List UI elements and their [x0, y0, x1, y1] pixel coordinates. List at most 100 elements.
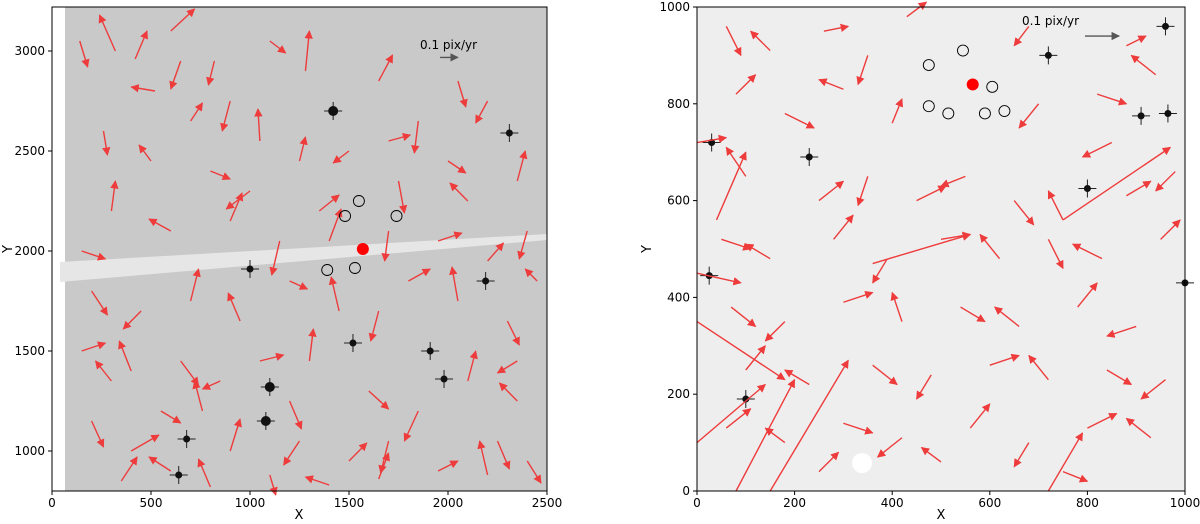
left-image-blank-edge — [52, 7, 65, 491]
bright-star — [800, 148, 819, 167]
circled-source — [390, 210, 403, 222]
proper-motion-vector — [1047, 239, 1064, 270]
circled-source — [321, 264, 334, 276]
proper-motion-vector — [745, 345, 766, 371]
proper-motion-vector — [318, 194, 340, 212]
left-chart-panel: 0.1 pix/yr 0 500 1000 1500 2000 2500 1000 1500… — [1, 6, 562, 523]
proper-motion-vector — [1130, 54, 1157, 76]
proper-motion-vector — [304, 30, 313, 72]
right-y-axis: 0 200 400 600 800 1000 — [659, 0, 697, 498]
proper-motion-vector — [1028, 354, 1049, 381]
proper-motion-vector — [457, 80, 468, 108]
proper-motion-vector — [1106, 325, 1137, 338]
x-tick-label: 800 — [1076, 496, 1099, 510]
proper-motion-vector — [283, 440, 301, 466]
proper-motion-vector — [725, 146, 747, 177]
proper-motion-vector — [388, 132, 412, 142]
x-tick-label: 200 — [783, 496, 806, 510]
y-tick-label: 1000 — [14, 444, 45, 458]
x-tick-label: 1000 — [1170, 496, 1200, 510]
y-tick-label: 2500 — [14, 144, 45, 158]
left-scale-label: 0.1 pix/yr — [420, 38, 477, 52]
proper-motion-vector — [960, 306, 986, 323]
proper-motion-vector — [784, 112, 815, 129]
proper-motion-vector — [916, 185, 947, 202]
proper-motion-vector — [160, 410, 182, 424]
proper-motion-vector — [696, 383, 766, 444]
right-plot-frame — [696, 6, 1186, 492]
y-tick-label: 600 — [667, 194, 690, 208]
proper-motion-vector — [715, 151, 747, 221]
right-circle-layer — [922, 44, 1011, 120]
right-x-axis: 0 200 400 600 800 1000 — [693, 491, 1200, 510]
proper-motion-vector — [1125, 417, 1152, 439]
proper-motion-vector — [308, 328, 317, 362]
proper-motion-vector — [906, 1, 928, 18]
circled-source — [922, 100, 935, 113]
proper-motion-vector — [696, 321, 786, 381]
proper-motion-vector — [1160, 219, 1181, 240]
proper-motion-vector — [750, 30, 771, 52]
proper-motion-vector — [856, 55, 869, 86]
proper-motion-vector — [1106, 369, 1133, 386]
proper-motion-vector — [725, 26, 742, 57]
proper-motion-vector — [1013, 200, 1035, 226]
proper-motion-vector — [916, 374, 932, 400]
proper-motion-vector — [437, 460, 459, 472]
proper-motion-vector — [1126, 180, 1152, 197]
left-image-gap-band — [60, 234, 547, 282]
left-x-axis: 0 500 1000 1500 2000 2500 — [48, 491, 562, 510]
circled-source — [998, 105, 1011, 118]
proper-motion-vector — [397, 180, 408, 214]
proper-motion-vector — [940, 175, 966, 188]
proper-motion-vector — [818, 451, 840, 473]
proper-motion-vector — [526, 460, 542, 484]
proper-motion-vector — [192, 380, 204, 412]
proper-motion-vector — [170, 8, 196, 32]
proper-motion-vector — [269, 474, 278, 496]
x-tick-label: 0 — [48, 496, 56, 510]
left-scale-bar: 0.1 pix/yr — [420, 38, 477, 62]
right-plot-area — [697, 7, 1185, 491]
proper-motion-vector — [148, 218, 172, 232]
proper-motion-vector — [328, 276, 340, 312]
proper-motion-vector — [725, 408, 752, 429]
proper-motion-vector — [81, 250, 107, 261]
circled-source — [978, 107, 991, 120]
left-x-axis-label: X — [295, 508, 304, 523]
proper-motion-vector — [856, 176, 869, 207]
proper-motion-vector — [289, 280, 309, 290]
proper-motion-vector — [229, 418, 242, 452]
circled-source — [922, 59, 935, 72]
proper-motion-vector — [134, 30, 148, 60]
proper-motion-vector — [843, 422, 874, 435]
bright-star — [476, 272, 495, 290]
proper-motion-vector — [524, 268, 538, 282]
proper-motion-vector — [1062, 470, 1089, 483]
proper-motion-vector — [348, 442, 368, 462]
proper-motion-vector — [269, 40, 287, 54]
proper-motion-vector — [411, 120, 420, 154]
proper-motion-vector — [368, 390, 390, 410]
proper-motion-vector — [989, 353, 1020, 366]
proper-motion-vector — [259, 352, 285, 362]
bright-star — [1039, 46, 1058, 65]
proper-motion-vector — [220, 100, 231, 132]
y-tick-label: 1000 — [659, 0, 690, 14]
proper-motion-vector — [477, 440, 489, 476]
proper-motion-vector — [138, 144, 152, 162]
proper-motion-vector — [201, 380, 221, 390]
proper-motion-vector — [210, 170, 231, 181]
proper-motion-vector — [130, 434, 160, 452]
proper-motion-vector — [506, 320, 520, 346]
proper-motion-vector — [102, 130, 111, 156]
proper-motion-vector — [735, 378, 796, 492]
proper-motion-vector — [298, 136, 308, 162]
proper-motion-vector — [328, 208, 343, 242]
proper-motion-vector — [189, 268, 201, 302]
right-vector-layer — [696, 1, 1181, 492]
bright-star — [736, 390, 755, 409]
proper-motion-vector — [516, 150, 528, 182]
bright-star — [324, 102, 343, 120]
